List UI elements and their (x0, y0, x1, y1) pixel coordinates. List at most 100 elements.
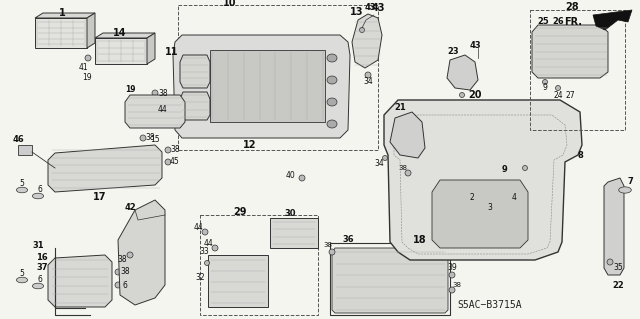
Text: 19: 19 (82, 73, 92, 83)
Text: 44: 44 (158, 106, 168, 115)
Circle shape (202, 229, 208, 235)
Circle shape (383, 155, 387, 160)
Circle shape (85, 55, 91, 61)
Circle shape (127, 252, 133, 258)
Text: 29: 29 (233, 207, 247, 217)
Text: 45: 45 (170, 158, 180, 167)
Circle shape (299, 175, 305, 181)
Text: 38: 38 (120, 268, 130, 277)
Text: 2: 2 (470, 194, 474, 203)
Text: 9: 9 (543, 84, 547, 93)
Circle shape (329, 249, 335, 255)
Circle shape (152, 90, 158, 96)
Text: 14: 14 (113, 28, 127, 38)
Text: 44: 44 (193, 224, 203, 233)
Text: 20: 20 (468, 90, 482, 100)
Ellipse shape (327, 76, 337, 84)
Ellipse shape (327, 54, 337, 62)
Text: 38: 38 (117, 256, 127, 264)
Text: 8: 8 (577, 151, 583, 160)
Circle shape (140, 135, 146, 141)
Text: 38: 38 (158, 88, 168, 98)
Polygon shape (48, 255, 112, 307)
Text: 44: 44 (204, 239, 214, 248)
Text: 19: 19 (125, 85, 135, 94)
Circle shape (165, 147, 171, 153)
Text: 10: 10 (223, 0, 237, 8)
Polygon shape (125, 95, 185, 128)
Text: 6: 6 (38, 276, 42, 285)
Text: 27: 27 (565, 91, 575, 100)
Polygon shape (173, 35, 350, 138)
Text: 6: 6 (38, 186, 42, 195)
Text: 6: 6 (123, 280, 127, 290)
Polygon shape (432, 180, 528, 248)
Text: 39: 39 (447, 263, 457, 272)
FancyBboxPatch shape (210, 50, 325, 122)
Ellipse shape (17, 277, 28, 283)
Ellipse shape (487, 211, 497, 219)
Polygon shape (118, 200, 165, 305)
Text: 16: 16 (36, 254, 48, 263)
Text: FR.: FR. (564, 17, 582, 27)
Polygon shape (604, 178, 624, 275)
Text: 30: 30 (284, 210, 296, 219)
Text: 24: 24 (553, 91, 563, 100)
Ellipse shape (17, 187, 28, 193)
Text: 7: 7 (627, 177, 633, 187)
Ellipse shape (33, 193, 44, 199)
Polygon shape (352, 14, 382, 68)
Text: 12: 12 (243, 140, 257, 150)
Text: 25: 25 (537, 17, 549, 26)
Text: 34: 34 (363, 78, 373, 86)
Polygon shape (35, 18, 87, 48)
Circle shape (152, 107, 158, 113)
Polygon shape (147, 33, 155, 64)
Ellipse shape (33, 283, 44, 289)
Text: 34: 34 (374, 159, 384, 167)
Text: 22: 22 (612, 280, 624, 290)
Circle shape (556, 85, 561, 91)
Text: 5: 5 (20, 270, 24, 278)
Circle shape (543, 79, 547, 85)
Text: 11: 11 (165, 47, 179, 57)
Text: 35: 35 (613, 263, 623, 272)
Polygon shape (48, 145, 162, 192)
Text: S5AC−B3715A: S5AC−B3715A (458, 300, 522, 310)
Text: 33: 33 (199, 247, 209, 256)
Text: 43: 43 (364, 4, 376, 12)
Polygon shape (593, 10, 632, 30)
Text: 43: 43 (371, 3, 385, 13)
Text: 9: 9 (502, 166, 508, 174)
Text: 21: 21 (394, 103, 406, 113)
Text: 38: 38 (452, 282, 461, 288)
FancyBboxPatch shape (18, 145, 32, 155)
Ellipse shape (619, 187, 631, 193)
Text: 23: 23 (447, 48, 459, 56)
Text: 26: 26 (552, 17, 564, 26)
Circle shape (365, 72, 371, 78)
Text: 38: 38 (323, 242, 333, 248)
Polygon shape (87, 13, 95, 48)
Polygon shape (447, 55, 478, 90)
Circle shape (460, 93, 465, 98)
Circle shape (449, 287, 455, 293)
Text: 18: 18 (413, 235, 427, 245)
Circle shape (115, 282, 121, 288)
FancyBboxPatch shape (270, 218, 318, 248)
Text: 38: 38 (170, 145, 180, 154)
Circle shape (205, 261, 209, 265)
Text: 46: 46 (12, 136, 24, 145)
Polygon shape (180, 55, 210, 88)
Ellipse shape (504, 199, 520, 211)
Text: 32: 32 (195, 273, 205, 283)
Polygon shape (180, 92, 210, 120)
Circle shape (405, 170, 411, 176)
Polygon shape (384, 100, 582, 260)
Text: 41: 41 (78, 63, 88, 72)
Ellipse shape (327, 98, 337, 106)
Text: 40: 40 (285, 170, 295, 180)
Polygon shape (532, 25, 608, 78)
Ellipse shape (462, 199, 478, 211)
Circle shape (212, 245, 218, 251)
